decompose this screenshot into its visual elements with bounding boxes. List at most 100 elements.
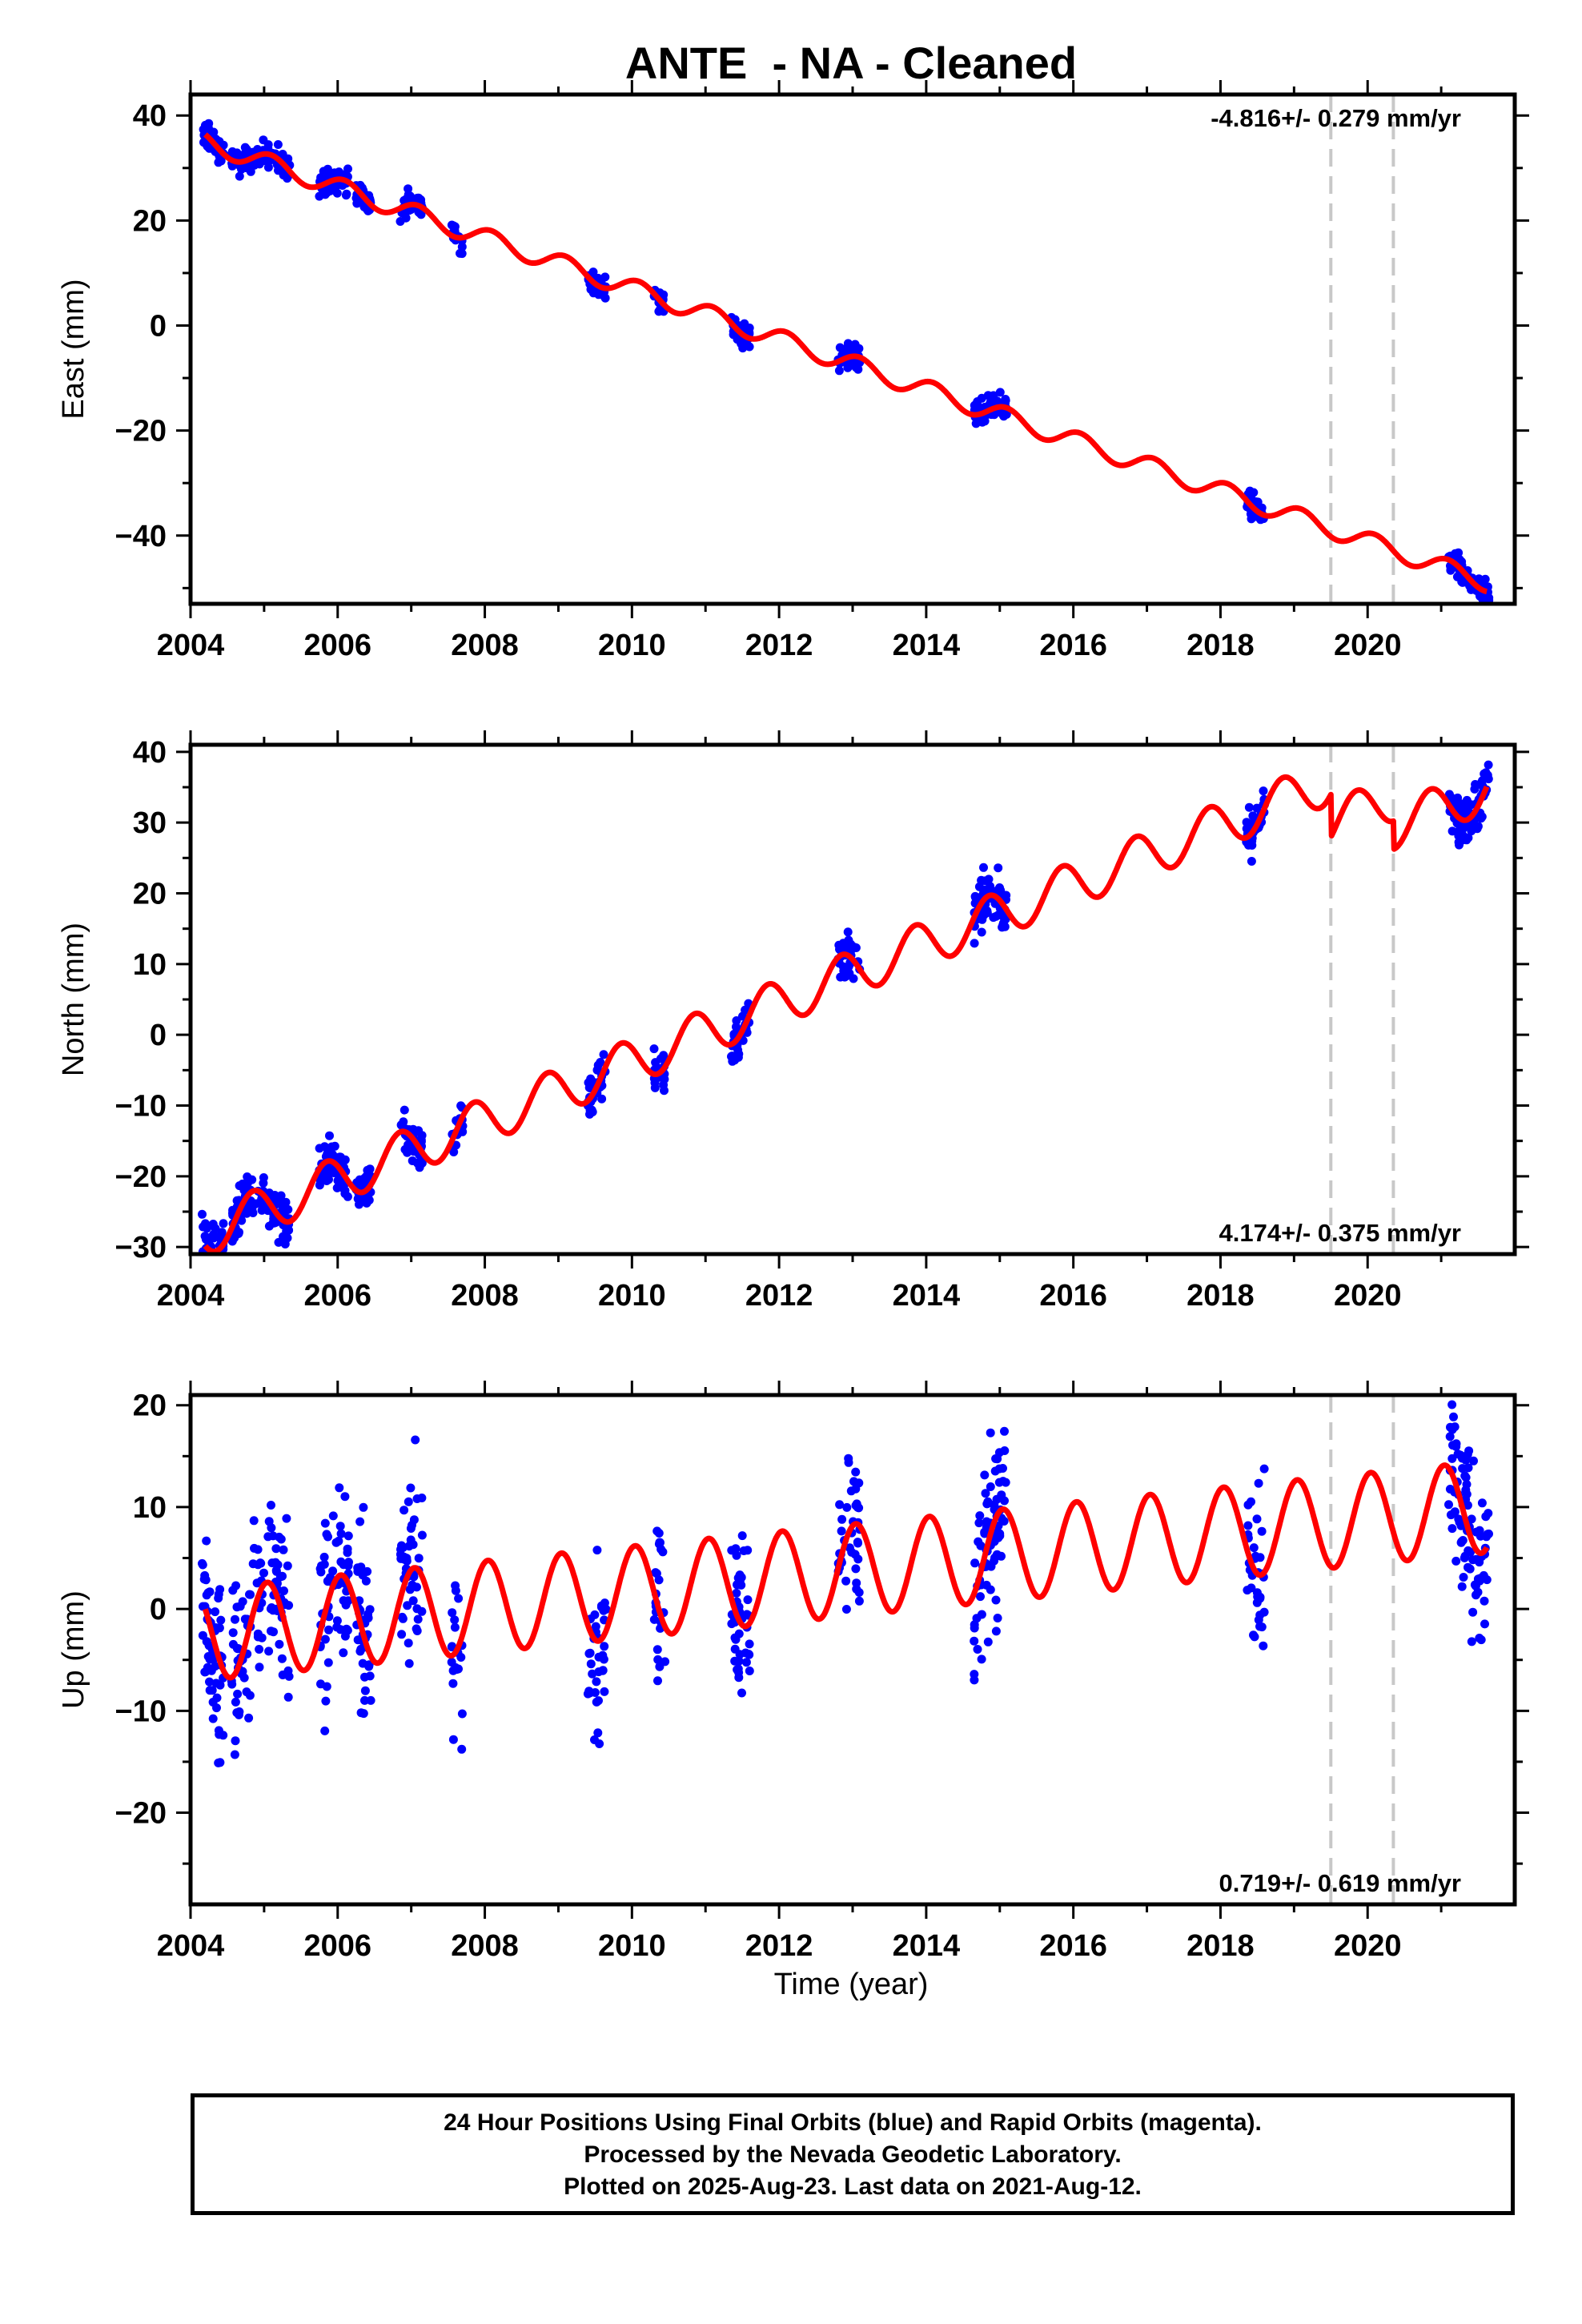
up-data-point <box>1460 1471 1470 1481</box>
up-data-point <box>269 1627 278 1637</box>
up-data-point <box>216 1615 226 1625</box>
north-y-tick-label: 0 <box>150 1019 167 1052</box>
up-data-point <box>267 1558 277 1568</box>
north-data-point <box>198 1209 207 1219</box>
up-data-point <box>653 1676 662 1686</box>
up-y-tick-label: 10 <box>133 1491 167 1525</box>
up-data-point <box>853 1538 862 1548</box>
up-data-point <box>259 1568 268 1578</box>
up-data-point <box>406 1483 416 1493</box>
north-data-point <box>283 1204 293 1214</box>
up-data-point <box>448 1642 457 1651</box>
north-data-point <box>409 1147 419 1156</box>
north-data-point <box>396 1120 406 1130</box>
up-data-point <box>417 1494 427 1502</box>
up-data-point <box>334 1536 343 1546</box>
footer-line-2: Processed by the Nevada Geodetic Laborat… <box>584 2141 1122 2168</box>
up-data-point <box>396 1545 405 1554</box>
up-y-tick-label: −10 <box>115 1695 167 1728</box>
up-data-point <box>339 1648 348 1658</box>
east-data-point <box>841 344 850 354</box>
up-data-point <box>456 1653 466 1662</box>
east-y-tick-label: 0 <box>150 309 167 343</box>
north-x-tick-label: 2016 <box>1039 1279 1107 1313</box>
up-data-point <box>986 1482 995 1491</box>
up-data-point <box>600 1642 609 1651</box>
north-y-tick-label: 40 <box>133 736 167 770</box>
up-data-point <box>994 1464 1004 1474</box>
north-data-point <box>216 1260 225 1269</box>
east-data-point <box>588 267 598 277</box>
up-data-point <box>214 1758 223 1767</box>
up-data-point <box>408 1596 418 1606</box>
up-data-point <box>212 1703 221 1713</box>
north-data-point <box>400 1105 409 1115</box>
east-x-tick-label: 2010 <box>598 629 666 662</box>
north-data-point <box>325 1131 334 1140</box>
north-data-point <box>994 910 1003 919</box>
up-data-point <box>1243 1500 1253 1510</box>
east-data-point <box>263 163 273 172</box>
up-data-point <box>400 1506 409 1515</box>
north-data-point <box>841 939 850 949</box>
up-data-point <box>970 1623 979 1633</box>
up-data-point <box>275 1639 284 1649</box>
up-data-point <box>837 1514 847 1524</box>
up-y-tick-label: −20 <box>115 1797 167 1831</box>
north-data-point <box>201 1256 210 1265</box>
up-data-point <box>983 1497 993 1506</box>
east-observations <box>199 119 1494 604</box>
north-data-point <box>215 1261 223 1270</box>
up-data-point <box>1000 1426 1009 1436</box>
east-x-tick-label: 2006 <box>304 629 372 662</box>
up-data-point <box>842 1502 852 1512</box>
up-data-point <box>732 1588 741 1598</box>
up-data-point <box>320 1726 330 1735</box>
up-data-point <box>202 1536 211 1546</box>
east-data-point <box>843 363 853 372</box>
north-data-point <box>215 1261 224 1270</box>
up-data-point <box>1480 1619 1489 1629</box>
up-data-point <box>986 1428 995 1437</box>
north-data-point <box>242 1208 251 1218</box>
up-data-point <box>360 1672 369 1682</box>
north-data-point <box>998 919 1008 928</box>
east-x-tick-label: 2016 <box>1039 629 1107 662</box>
east-data-point <box>450 225 460 235</box>
east-model-line <box>203 132 1489 595</box>
up-data-point <box>414 1554 424 1563</box>
up-data-point <box>360 1686 370 1695</box>
up-data-point <box>1469 1456 1478 1466</box>
up-data-point <box>731 1544 741 1554</box>
north-y-tick-label: −30 <box>115 1231 167 1265</box>
north-data-point <box>980 885 989 895</box>
north-plot-frame <box>188 742 1517 1256</box>
up-data-point <box>207 1666 216 1675</box>
up-data-point <box>450 1615 460 1625</box>
up-model-line <box>203 1462 1490 1681</box>
east-y-tick-label: −40 <box>115 520 167 553</box>
up-data-point <box>1249 1630 1258 1640</box>
up-data-point <box>409 1572 419 1582</box>
up-data-point <box>1243 1586 1252 1595</box>
up-data-point <box>231 1614 239 1624</box>
up-data-point <box>734 1656 744 1666</box>
up-data-point <box>741 1658 751 1667</box>
up-data-point <box>284 1601 294 1610</box>
north-y-tick-label: 30 <box>133 806 167 840</box>
up-data-point <box>267 1523 276 1533</box>
north-data-point <box>977 927 986 937</box>
up-data-point <box>283 1561 292 1570</box>
up-data-point <box>255 1663 264 1672</box>
north-data-point <box>1247 857 1256 866</box>
north-x-tick-label: 2010 <box>598 1279 666 1313</box>
north-data-point <box>1444 790 1454 799</box>
up-y-axis-label: Up (mm) <box>57 1590 90 1709</box>
north-data-point <box>417 1158 427 1168</box>
up-data-point <box>403 1601 412 1610</box>
up-data-point <box>977 1655 986 1664</box>
up-data-point <box>600 1687 609 1696</box>
up-data-point <box>230 1750 239 1759</box>
east-data-point <box>214 158 223 167</box>
north-data-point <box>449 1148 459 1156</box>
